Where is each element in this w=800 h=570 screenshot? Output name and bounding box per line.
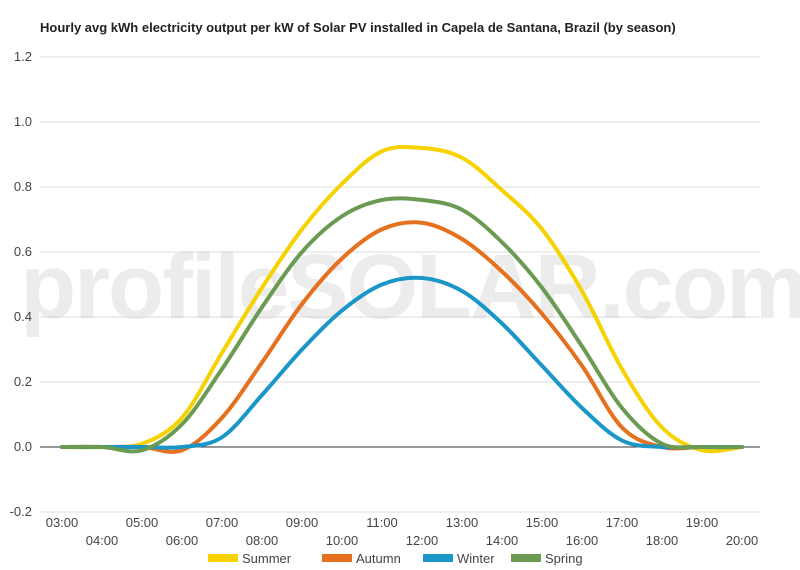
x-tick-label: 16:00 (566, 533, 599, 548)
x-tick-label: 11:00 (366, 515, 398, 530)
series-line-spring (60, 196, 744, 454)
y-tick-label: 0.2 (14, 374, 32, 389)
legend-swatch (511, 554, 541, 562)
x-tick-label: 20:00 (726, 533, 759, 548)
y-tick-label: -0.2 (10, 504, 32, 519)
series-line-autumn (60, 220, 744, 454)
y-tick-label: 0.8 (14, 179, 32, 194)
x-tick-label: 09:00 (286, 515, 319, 530)
x-tick-label: 19:00 (686, 515, 719, 530)
y-tick-label: 0.0 (14, 439, 32, 454)
legend-label: Spring (545, 551, 583, 566)
legend-swatch (423, 554, 453, 562)
legend-item-spring[interactable]: Spring (511, 551, 583, 566)
series-line-summer (60, 144, 744, 454)
x-axis: 03:00 04:00 05:00 06:00 07:00 08:00 09:00 10:00… (46, 515, 759, 548)
series-group (60, 144, 744, 454)
legend-label: Summer (242, 551, 292, 566)
watermark: profileSOLAR.com (20, 236, 800, 338)
y-axis: -0.2 0.0 0.2 0.4 0.6 0.8 1.0 1.2 (10, 49, 32, 519)
x-tick-label: 03:00 (46, 515, 79, 530)
x-tick-label: 10:00 (326, 533, 359, 548)
x-tick-label: 14:00 (486, 533, 519, 548)
y-tick-label: 1.2 (14, 49, 32, 64)
y-tick-label: 0.6 (14, 244, 32, 259)
y-tick-label: 1.0 (14, 114, 32, 129)
legend-item-summer[interactable]: Summer (208, 551, 292, 566)
legend-swatch (322, 554, 352, 562)
legend[interactable]: Summer Autumn Winter Spring (208, 551, 583, 566)
legend-label: Winter (457, 551, 495, 566)
x-tick-label: 17:00 (606, 515, 639, 530)
legend-swatch (208, 554, 238, 562)
x-tick-label: 04:00 (86, 533, 119, 548)
legend-label: Autumn (356, 551, 401, 566)
y-tick-label: 0.4 (14, 309, 32, 324)
x-tick-label: 18:00 (646, 533, 679, 548)
x-tick-label: 08:00 (246, 533, 279, 548)
legend-item-winter[interactable]: Winter (423, 551, 495, 566)
series-line-winter (60, 275, 744, 450)
x-tick-label: 06:00 (166, 533, 199, 548)
x-tick-label: 07:00 (206, 515, 239, 530)
chart-title: Hourly avg kWh electricity output per kW… (40, 20, 676, 35)
x-tick-label: 05:00 (126, 515, 159, 530)
legend-item-autumn[interactable]: Autumn (322, 551, 401, 566)
x-tick-label: 15:00 (526, 515, 559, 530)
x-tick-label: 13:00 (446, 515, 479, 530)
x-tick-label: 12:00 (406, 533, 439, 548)
